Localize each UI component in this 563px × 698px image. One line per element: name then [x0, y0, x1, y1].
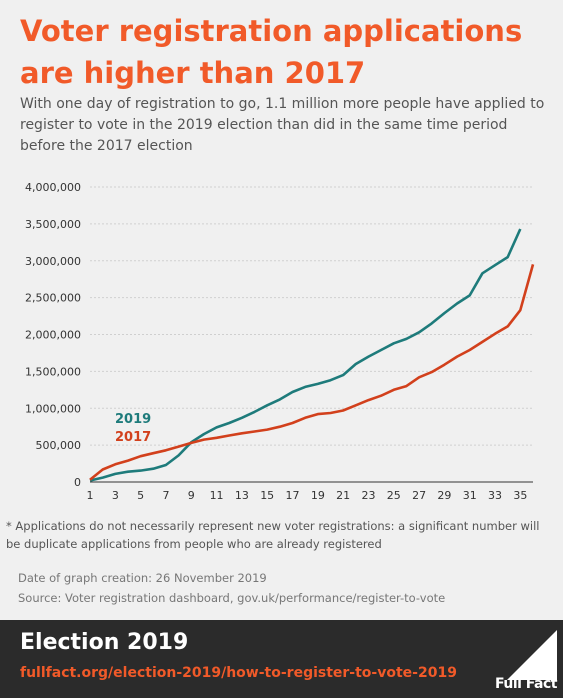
x-tick-label: 23: [361, 489, 375, 500]
legend-2019: 2019: [115, 412, 151, 427]
y-tick-label: 3,500,000: [25, 218, 81, 231]
y-tick-label: 2,500,000: [25, 292, 81, 305]
page-title: Voter registration applications are high…: [20, 14, 523, 90]
full-fact-logo-text: Full Fact: [495, 676, 558, 692]
footer-title: Election 2019: [20, 630, 189, 655]
x-tick-label: 17: [286, 489, 300, 500]
legend-2017: 2017: [115, 430, 151, 445]
footer-banner: Election 2019 fullfact.org/election-2019…: [0, 620, 563, 698]
page-subtitle: With one day of registration to go, 1.1 …: [20, 96, 545, 154]
x-tick-label: 25: [387, 489, 401, 500]
x-tick-label: 7: [162, 489, 169, 500]
x-tick-label: 1: [87, 489, 94, 500]
y-axis-tick-labels: 0 500,000 1,000,000 1,500,000 2,000,000 2,500…: [25, 181, 81, 489]
chart-gridlines: [90, 186, 533, 446]
series-layer: [89, 228, 535, 482]
footnote: * Applications do not necessarily repres…: [6, 519, 540, 551]
x-tick-label: 15: [260, 489, 274, 500]
x-tick-label: 19: [311, 489, 325, 500]
x-tick-label: 3: [112, 489, 119, 500]
x-tick-label: 9: [188, 489, 195, 500]
line-chart: 0 500,000 1,000,000 1,500,000 2,000,000 2,500…: [25, 181, 535, 500]
footer-link[interactable]: fullfact.org/election-2019/how-to-regist…: [20, 665, 457, 681]
series-line-2019: [89, 228, 522, 482]
x-tick-label: 33: [488, 489, 502, 500]
x-tick-label: 35: [513, 489, 527, 500]
x-tick-label: 29: [437, 489, 451, 500]
x-tick-label: 27: [412, 489, 426, 500]
y-tick-label: 1,000,000: [25, 402, 81, 415]
y-tick-label: 2,000,000: [25, 329, 81, 342]
y-tick-label: 3,000,000: [25, 255, 81, 268]
graph-source: Source: Voter registration dashboard, go…: [18, 591, 446, 605]
series-line-2017: [89, 264, 535, 481]
graph-date: Date of graph creation: 26 November 2019: [18, 571, 267, 585]
x-tick-label: 31: [463, 489, 477, 500]
x-axis-tick-labels: 1 3 5 7 9 11 13 15 17 19 21 23 25 27 29 31 33 35: [87, 489, 528, 500]
full-fact-logo-icon: [507, 630, 557, 680]
y-tick-label: 4,000,000: [25, 181, 81, 194]
y-tick-label: 1,500,000: [25, 365, 81, 378]
x-tick-label: 21: [336, 489, 350, 500]
y-tick-label: 0: [74, 476, 81, 489]
x-tick-label: 13: [235, 489, 249, 500]
x-tick-label: 5: [137, 489, 144, 500]
y-tick-label: 500,000: [36, 439, 82, 452]
x-tick-label: 11: [210, 489, 224, 500]
